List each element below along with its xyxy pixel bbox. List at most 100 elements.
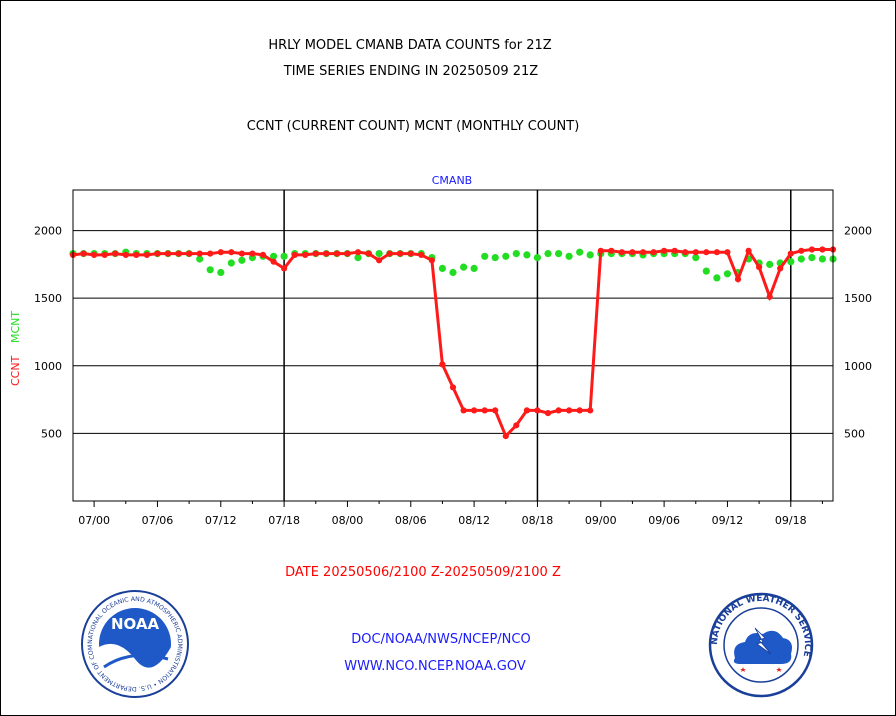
data-point-ccnt [354,249,362,256]
data-point-mcnt [280,252,288,260]
data-point-mcnt [206,266,214,274]
data-point-ccnt [629,249,636,256]
data-point-mcnt [713,274,721,282]
data-point-ccnt [164,250,172,257]
data-point-ccnt [787,250,794,257]
x-tick-label: 07/18 [268,514,300,527]
y-axis-label-ccnt: CCNT [9,355,22,386]
data-point-mcnt [375,250,383,258]
data-point-ccnt [228,249,235,256]
data-point-ccnt [112,250,119,257]
data-point-mcnt [544,250,552,258]
axis-layer: 500 500 1000 1000 1500 1500 2000 2000 07/00 07/06… [34,225,872,527]
data-point-ccnt [449,384,457,391]
data-point-ccnt [418,251,425,258]
x-tick-label: 09/00 [585,514,617,527]
x-tick-label: 08/06 [395,514,427,527]
data-point-mcnt [470,264,478,272]
data-point-ccnt [407,250,414,257]
chart-title-line1: HRLY MODEL CMANB DATA COUNTS for 21Z [268,38,552,53]
data-point-ccnt [122,251,129,258]
data-point-ccnt [671,247,678,254]
data-point-mcnt [766,260,774,268]
x-tick-label: 07/06 [142,514,174,527]
data-point-mcnt [787,258,795,266]
data-point-ccnt [608,247,615,254]
data-point-mcnt [808,254,816,262]
data-point-ccnt [576,407,583,414]
data-point-ccnt [692,249,699,256]
data-point-ccnt [386,250,393,257]
data-point-ccnt [502,433,509,440]
data-point-ccnt [713,249,721,256]
data-point-ccnt [365,250,372,257]
data-point-ccnt [91,251,98,258]
noaa-wordmark: NOAA [111,615,160,633]
data-point-ccnt [302,251,309,258]
data-point-ccnt [523,407,531,414]
data-point-mcnt [196,255,204,263]
data-point-ccnt [143,251,150,258]
x-tick-label: 09/18 [775,514,807,527]
data-point-ccnt [650,249,657,256]
y-tick-label-right: 2000 [844,225,872,238]
data-point-ccnt [682,249,689,256]
data-point-mcnt [438,264,446,272]
data-point-ccnt [777,265,784,272]
data-point-ccnt [460,407,467,414]
data-point-ccnt [534,407,541,414]
chart-title-line2: TIME SERIES ENDING IN 20250509 21Z [283,64,539,79]
data-point-mcnt [523,251,531,259]
data-point-ccnt [154,250,161,257]
data-point-ccnt [312,250,319,257]
data-point-ccnt [618,249,626,256]
data-point-ccnt [80,250,87,257]
data-point-ccnt [207,250,214,257]
date-range: DATE 20250506/2100 Z-20250509/2100 Z [285,565,561,580]
series-ccnt [69,246,837,440]
data-point-mcnt [460,263,468,271]
data-point-ccnt [238,250,245,257]
data-point-ccnt [133,251,140,258]
data-point-mcnt [818,255,827,263]
chart-subtitle: CCNT (CURRENT COUNT) MCNT (MONTHLY COUNT… [246,119,580,134]
x-tick-label: 08/18 [522,514,554,527]
data-point-ccnt [766,293,773,300]
data-point-ccnt [281,265,288,272]
data-point-mcnt [702,267,710,275]
data-point-mcnt [227,259,235,267]
y-axis-label-mcnt: MCNT [9,311,22,343]
data-point-ccnt [808,246,816,253]
data-point-ccnt [323,250,330,257]
x-tick-label: 07/00 [78,514,110,527]
grid-layer [73,190,833,501]
data-point-mcnt [270,252,278,260]
data-point-ccnt [724,249,731,256]
data-point-mcnt [512,250,520,258]
y-tick-label-right: 500 [844,427,865,440]
x-tick-label: 09/12 [712,514,744,527]
data-point-ccnt [344,250,351,257]
y-tick-label-right: 1000 [844,360,872,373]
data-point-ccnt [555,407,562,414]
data-point-mcnt [481,252,489,260]
data-point-ccnt [217,249,224,256]
data-point-ccnt [566,407,573,414]
noaa-logo: NATIONAL OCEANIC AND ATMOSPHERIC ADMINIS… [80,589,189,698]
data-point-ccnt [756,264,763,271]
data-point-ccnt [798,247,805,254]
data-point-ccnt [471,407,478,414]
data-point-ccnt [397,250,404,257]
y-tick-label-right: 1500 [844,292,872,305]
data-point-mcnt [723,270,732,278]
data-point-ccnt [492,407,499,414]
data-point-mcnt [692,254,700,262]
data-point-ccnt [196,250,203,257]
data-point-ccnt [259,251,267,258]
data-point-ccnt [734,276,742,283]
data-point-ccnt [597,247,604,254]
data-point-ccnt [513,422,520,429]
x-tick-label: 09/06 [648,514,680,527]
data-point-ccnt [101,251,108,258]
